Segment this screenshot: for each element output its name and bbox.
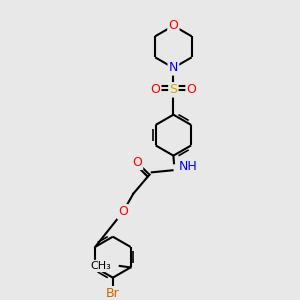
Text: O: O <box>132 156 142 169</box>
Text: N: N <box>169 61 178 74</box>
Text: O: O <box>169 19 178 32</box>
Text: O: O <box>187 83 196 96</box>
Text: NH: NH <box>178 160 197 173</box>
Text: O: O <box>118 205 128 218</box>
Text: O: O <box>150 83 160 96</box>
Text: Br: Br <box>106 287 120 300</box>
Text: CH₃: CH₃ <box>91 261 112 271</box>
Text: S: S <box>169 83 177 96</box>
